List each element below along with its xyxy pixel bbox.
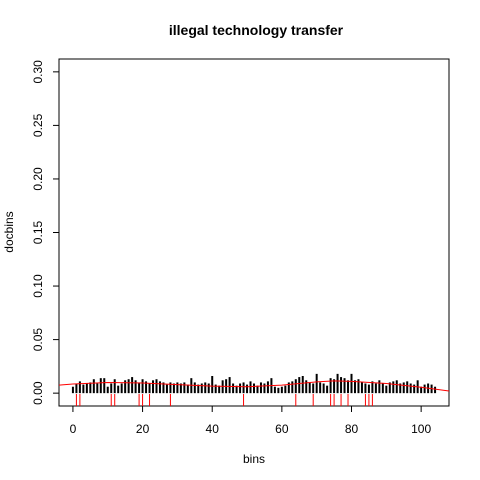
y-tick-label: 0.10 [31,274,45,298]
x-tick-label: 100 [411,422,431,436]
x-tick-label: 60 [275,422,289,436]
x-tick-label: 80 [345,422,359,436]
x-tick-label: 0 [70,422,77,436]
y-tick-label: 0.15 [31,220,45,244]
x-axis: 0 20 40 60 80 100 [70,406,432,436]
y-tick-label: 0.30 [31,60,45,84]
x-axis-label: bins [243,452,265,466]
plot-frame [59,59,449,406]
y-tick-label: 0.00 [31,381,45,405]
x-tick-label: 20 [136,422,150,436]
y-tick-label: 0.20 [31,167,45,191]
y-axis-label: docbins [2,211,16,252]
chart-title: illegal technology transfer [169,22,344,38]
rug-series [76,394,372,406]
y-axis: 0.00 0.05 0.10 0.15 0.20 0.25 0.30 [31,60,59,405]
y-tick-label: 0.05 [31,328,45,352]
x-tick-label: 40 [206,422,220,436]
y-tick-label: 0.25 [31,113,45,137]
